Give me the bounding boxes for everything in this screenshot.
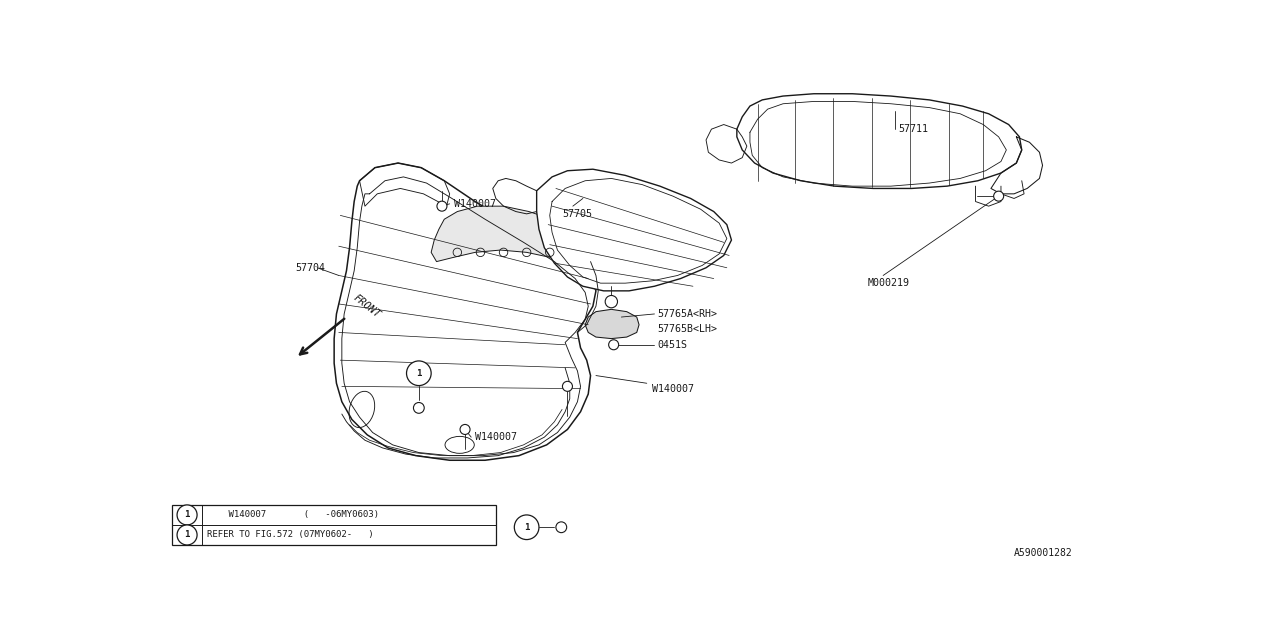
- Text: REFER TO FIG.572 (07MY0602-   ): REFER TO FIG.572 (07MY0602- ): [207, 531, 374, 540]
- Text: W140007: W140007: [454, 199, 497, 209]
- Circle shape: [460, 424, 470, 435]
- Text: FRONT: FRONT: [351, 293, 381, 320]
- Text: 57711: 57711: [899, 124, 928, 134]
- Text: M000219: M000219: [868, 278, 910, 288]
- Circle shape: [407, 361, 431, 385]
- Polygon shape: [431, 206, 577, 263]
- Bar: [173, 505, 495, 545]
- Polygon shape: [585, 309, 639, 339]
- Text: W140007       (   -06MY0603): W140007 ( -06MY0603): [207, 511, 379, 520]
- Circle shape: [413, 403, 424, 413]
- Text: W140007: W140007: [652, 383, 694, 394]
- Text: 1: 1: [416, 369, 421, 378]
- Circle shape: [515, 515, 539, 540]
- Circle shape: [562, 381, 572, 391]
- Circle shape: [605, 296, 617, 308]
- Text: 1: 1: [184, 511, 189, 520]
- Text: 1: 1: [184, 531, 189, 540]
- Text: 57765A<RH>: 57765A<RH>: [658, 309, 718, 319]
- Polygon shape: [737, 93, 1021, 188]
- Text: 57704: 57704: [296, 263, 325, 273]
- Polygon shape: [334, 163, 596, 460]
- Circle shape: [177, 505, 197, 525]
- Polygon shape: [536, 169, 731, 291]
- Circle shape: [436, 201, 447, 211]
- Text: 57765B<LH>: 57765B<LH>: [658, 324, 718, 334]
- Text: 0451S: 0451S: [658, 340, 687, 349]
- Circle shape: [993, 191, 1004, 201]
- Circle shape: [177, 525, 197, 545]
- Text: A590001282: A590001282: [1014, 548, 1073, 557]
- Text: 57705: 57705: [562, 209, 593, 219]
- Circle shape: [556, 522, 567, 532]
- Text: 1: 1: [524, 523, 530, 532]
- Text: W140007: W140007: [475, 432, 517, 442]
- Circle shape: [609, 340, 618, 350]
